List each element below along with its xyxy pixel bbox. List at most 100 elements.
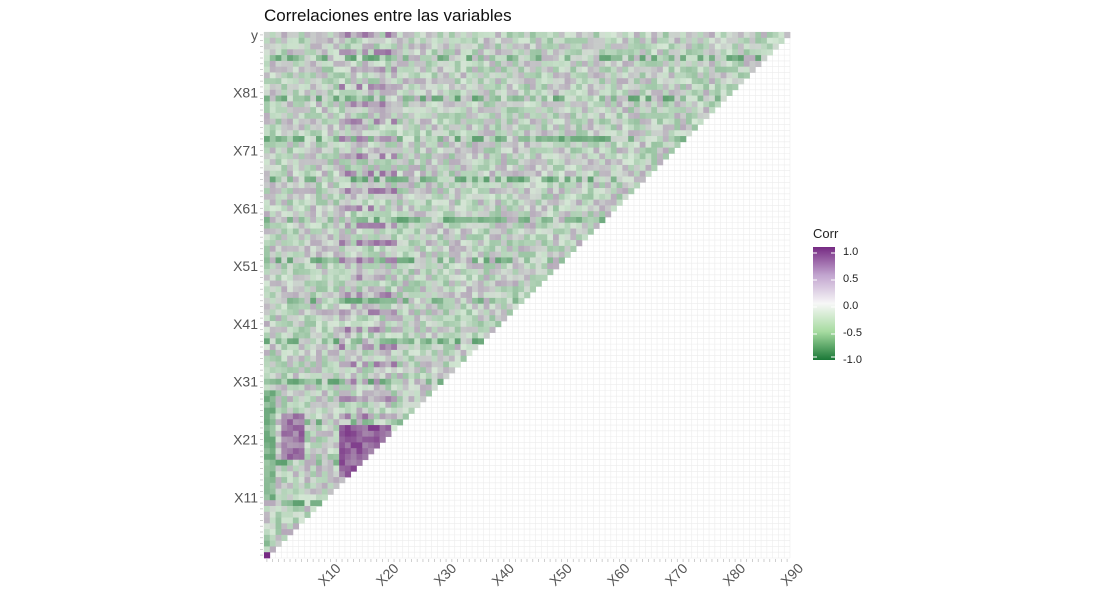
heatmap-cell <box>275 222 282 229</box>
heatmap-cell <box>402 396 409 403</box>
heatmap-cell <box>749 49 756 56</box>
heatmap-cell <box>472 153 479 160</box>
heatmap-cell <box>506 193 513 200</box>
heatmap-cell <box>570 240 577 247</box>
heatmap-cell <box>680 72 687 79</box>
heatmap-cell <box>298 396 305 403</box>
heatmap-cell <box>674 95 681 102</box>
heatmap-cell <box>472 124 479 131</box>
heatmap-cell <box>402 205 409 212</box>
heatmap-cell <box>287 442 294 449</box>
heatmap-cell <box>414 176 421 183</box>
heatmap-cell <box>420 274 427 281</box>
heatmap-cell <box>697 118 704 125</box>
heatmap-cell <box>373 153 380 160</box>
heatmap-cell <box>379 101 386 108</box>
heatmap-cell <box>362 367 369 374</box>
heatmap-cell <box>350 153 357 160</box>
heatmap-cell <box>385 124 392 131</box>
heatmap-cell <box>570 222 577 229</box>
heatmap-cell <box>298 378 305 385</box>
heatmap-cell <box>264 505 271 513</box>
heatmap-cell <box>316 378 323 385</box>
heatmap-cell <box>333 188 340 195</box>
heatmap-cell <box>443 297 450 305</box>
heatmap-cell <box>379 240 386 247</box>
heatmap-cell <box>593 84 600 91</box>
heatmap-cell <box>310 292 317 299</box>
heatmap-cell <box>339 338 346 345</box>
heatmap-cell <box>633 176 641 183</box>
heatmap-cell <box>628 101 635 108</box>
heatmap-cell <box>443 60 450 68</box>
heatmap-cell <box>275 159 282 166</box>
heatmap-cell <box>333 245 340 252</box>
heatmap-cell <box>321 49 328 56</box>
heatmap-cell <box>454 245 461 252</box>
heatmap-cell <box>269 482 276 489</box>
heatmap-cell <box>396 373 404 380</box>
heatmap-cell <box>489 211 496 218</box>
heatmap-cell <box>368 396 375 403</box>
heatmap-cell <box>674 49 681 56</box>
heatmap-cell <box>310 55 317 62</box>
heatmap-cell <box>298 240 305 247</box>
heatmap-cell <box>495 245 502 252</box>
heatmap-cell <box>576 164 583 172</box>
heatmap-cell <box>454 344 461 351</box>
heatmap-cell <box>506 118 513 125</box>
heatmap-cell <box>304 228 311 235</box>
heatmap-cell <box>264 396 271 403</box>
heatmap-cell <box>460 112 467 120</box>
heatmap-cell <box>651 147 658 154</box>
heatmap-cell <box>570 89 577 96</box>
heatmap-cell <box>512 292 519 299</box>
heatmap-cell <box>304 205 311 212</box>
heatmap-cell <box>275 326 282 333</box>
heatmap-cell <box>616 147 623 154</box>
heatmap-cell <box>414 49 421 56</box>
heatmap-cell <box>391 124 398 131</box>
heatmap-cell <box>460 199 467 206</box>
heatmap-cell <box>269 37 276 44</box>
heatmap-cell <box>483 49 490 56</box>
heatmap-cell <box>275 367 282 374</box>
heatmap-cell <box>408 136 415 143</box>
heatmap-cell <box>344 182 352 189</box>
heatmap-cell <box>454 130 461 137</box>
heatmap-cell <box>628 182 635 189</box>
heatmap-cell <box>593 159 600 166</box>
heatmap-cell <box>454 199 461 206</box>
heatmap-cell <box>368 257 375 264</box>
heatmap-cell <box>599 37 606 44</box>
heatmap-cell <box>368 436 375 443</box>
heatmap-cell <box>425 309 432 316</box>
heatmap-cell <box>281 257 288 264</box>
heatmap-cell <box>264 176 271 183</box>
heatmap-cell <box>269 332 276 339</box>
heatmap-cell <box>558 141 565 148</box>
heatmap-cell <box>321 280 328 287</box>
heatmap-cell <box>437 66 444 73</box>
y-tick-label: X71 <box>233 142 258 158</box>
heatmap-cell <box>495 176 502 183</box>
heatmap-cell <box>541 130 548 137</box>
heatmap-cell <box>281 268 288 276</box>
heatmap-cell <box>304 170 311 177</box>
heatmap-cell <box>356 315 363 322</box>
heatmap-cell <box>321 222 328 229</box>
heatmap-cell <box>495 182 502 189</box>
heatmap-cell <box>610 182 617 189</box>
heatmap-cell <box>425 55 432 62</box>
heatmap-cell <box>425 338 432 345</box>
heatmap-cell <box>275 419 282 426</box>
heatmap-cell <box>420 118 427 125</box>
heatmap-cell <box>350 216 357 224</box>
heatmap-cell <box>506 245 513 252</box>
heatmap-cell <box>472 228 479 235</box>
heatmap-cell <box>275 251 282 258</box>
heatmap-cell <box>448 124 456 131</box>
heatmap-cell <box>379 118 386 125</box>
heatmap-cell <box>425 292 432 299</box>
heatmap-cell <box>344 101 352 108</box>
